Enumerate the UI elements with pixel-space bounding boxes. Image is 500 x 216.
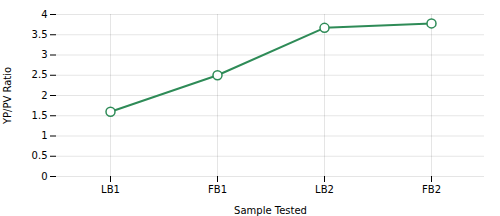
svg-text:3.5: 3.5 — [32, 29, 48, 40]
svg-text:3: 3 — [41, 49, 47, 60]
svg-text:4: 4 — [41, 9, 47, 20]
svg-text:0: 0 — [41, 171, 47, 182]
svg-text:YP/PV Ratio: YP/PV Ratio — [2, 67, 13, 125]
svg-text:LB2: LB2 — [315, 184, 334, 195]
svg-text:1.5: 1.5 — [32, 110, 48, 121]
svg-text:Sample Tested: Sample Tested — [234, 205, 307, 216]
svg-text:0.5: 0.5 — [32, 150, 48, 161]
svg-text:FB2: FB2 — [422, 184, 441, 195]
svg-text:LB1: LB1 — [101, 184, 120, 195]
svg-text:2.5: 2.5 — [32, 69, 48, 80]
svg-text:2: 2 — [41, 90, 47, 101]
svg-text:FB1: FB1 — [208, 184, 227, 195]
svg-text:1: 1 — [41, 130, 47, 141]
